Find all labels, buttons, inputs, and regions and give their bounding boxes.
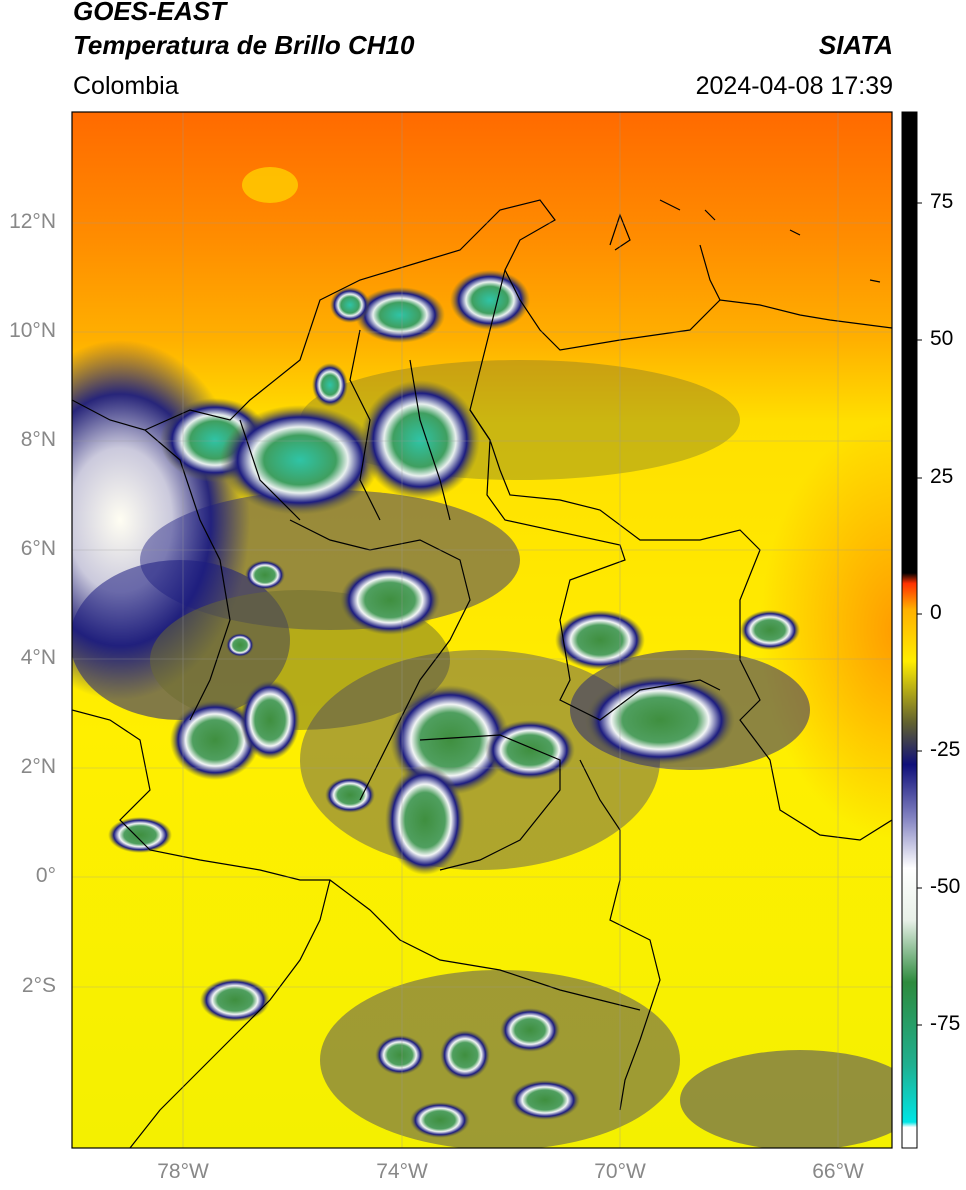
- organization-label: SIATA: [818, 30, 893, 60]
- colorbar-label-75: 75: [930, 190, 954, 213]
- colorbar-ticks: [917, 202, 922, 1026]
- lat-label-6n: 6°N: [20, 537, 56, 560]
- colorbar-label-25: 25: [930, 465, 954, 488]
- country-borders: [72, 199, 892, 1148]
- map-frame: [71, 111, 893, 1149]
- colorbar-label-minus25: -25: [930, 738, 961, 761]
- lon-label-66w: 66°W: [812, 1160, 864, 1183]
- lat-label-2s: 2°S: [21, 974, 56, 997]
- colorbar-label-minus50: -50: [930, 875, 961, 898]
- colorbar: [902, 112, 917, 1148]
- lon-label-74w: 74°W: [376, 1160, 428, 1183]
- colorbar-frame: [901, 111, 918, 1149]
- satellite-title: GOES-EAST: [73, 0, 227, 26]
- lat-label-10n: 10°N: [9, 319, 56, 342]
- region-label: Colombia: [73, 72, 179, 100]
- satellite-image: [72, 112, 892, 1148]
- lat-label-12n: 12°N: [9, 210, 56, 233]
- lat-label-0: 0°: [35, 864, 56, 887]
- product-title: Temperatura de Brillo CH10: [73, 30, 415, 60]
- colorbar-label-minus75: -75: [930, 1012, 961, 1035]
- lat-label-4n: 4°N: [20, 646, 56, 669]
- colorbar-label-0: 0: [930, 601, 942, 624]
- graticule: [72, 112, 892, 1148]
- lon-label-78w: 78°W: [157, 1160, 209, 1183]
- timestamp-label: 2024-04-08 17:39: [695, 72, 893, 100]
- lat-label-2n: 2°N: [20, 755, 56, 778]
- lat-label-8n: 8°N: [20, 428, 56, 451]
- colorbar-label-50: 50: [930, 327, 954, 350]
- lon-label-70w: 70°W: [594, 1160, 646, 1183]
